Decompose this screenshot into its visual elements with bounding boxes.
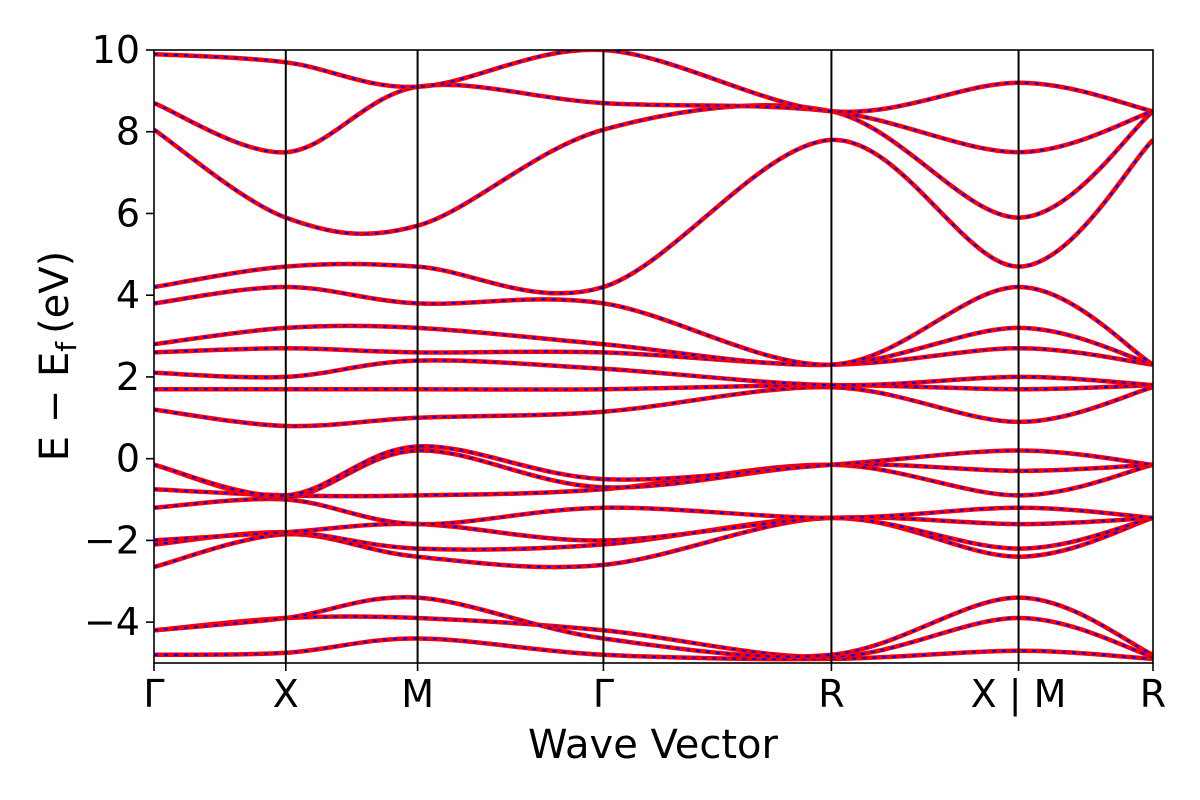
x-tick-label-2: M <box>401 672 434 716</box>
x-axis-ticks: Γ X M Γ R X | M R <box>143 663 1166 717</box>
x-tick-label-6: R <box>1140 672 1166 716</box>
x-tick-label-1: X <box>273 672 299 716</box>
band-10-solid <box>154 384 1153 429</box>
y-tick-label-3: 2 <box>116 355 140 399</box>
plot-frame <box>153 49 1154 664</box>
x-axis-label: Wave Vector <box>528 722 779 768</box>
band-14-solid <box>154 323 1153 368</box>
y-axis-label-unit: (eV) <box>32 251 78 334</box>
band-11-dashed <box>154 383 1153 391</box>
y-tick-label-2: 0 <box>116 437 140 481</box>
x-tick-label-4: R <box>818 672 844 716</box>
x-tick-label-5: X | M <box>971 672 1067 717</box>
y-tick-label-7: 10 <box>92 28 140 72</box>
y-tick-label-5: 6 <box>116 191 140 235</box>
band-9-dashed <box>154 445 1153 497</box>
high-symmetry-lines <box>284 50 1020 663</box>
band-5-dashed <box>154 516 1153 542</box>
y-tick-label-4: 4 <box>116 273 140 317</box>
y-axis-ticks: −4 −2 0 2 4 6 8 10 <box>84 28 154 644</box>
band-0-dashed <box>154 637 1153 661</box>
y-tick-label-6: 8 <box>116 110 140 154</box>
y-axis-label: E − Ef (eV) <box>32 251 83 462</box>
x-tick-label-0: Γ <box>143 672 164 716</box>
y-axis-label-main: E − E <box>32 352 78 462</box>
y-tick-label-1: −2 <box>84 518 140 562</box>
band-6-solid <box>154 496 1153 527</box>
band-1-dashed <box>154 615 1153 659</box>
band-12-dashed <box>154 359 1153 387</box>
y-axis-label-subscript: f <box>50 341 83 352</box>
x-tick-label-3: Γ <box>593 672 614 716</box>
y-tick-label-0: −4 <box>84 600 140 644</box>
band-13-dashed <box>154 347 1153 366</box>
